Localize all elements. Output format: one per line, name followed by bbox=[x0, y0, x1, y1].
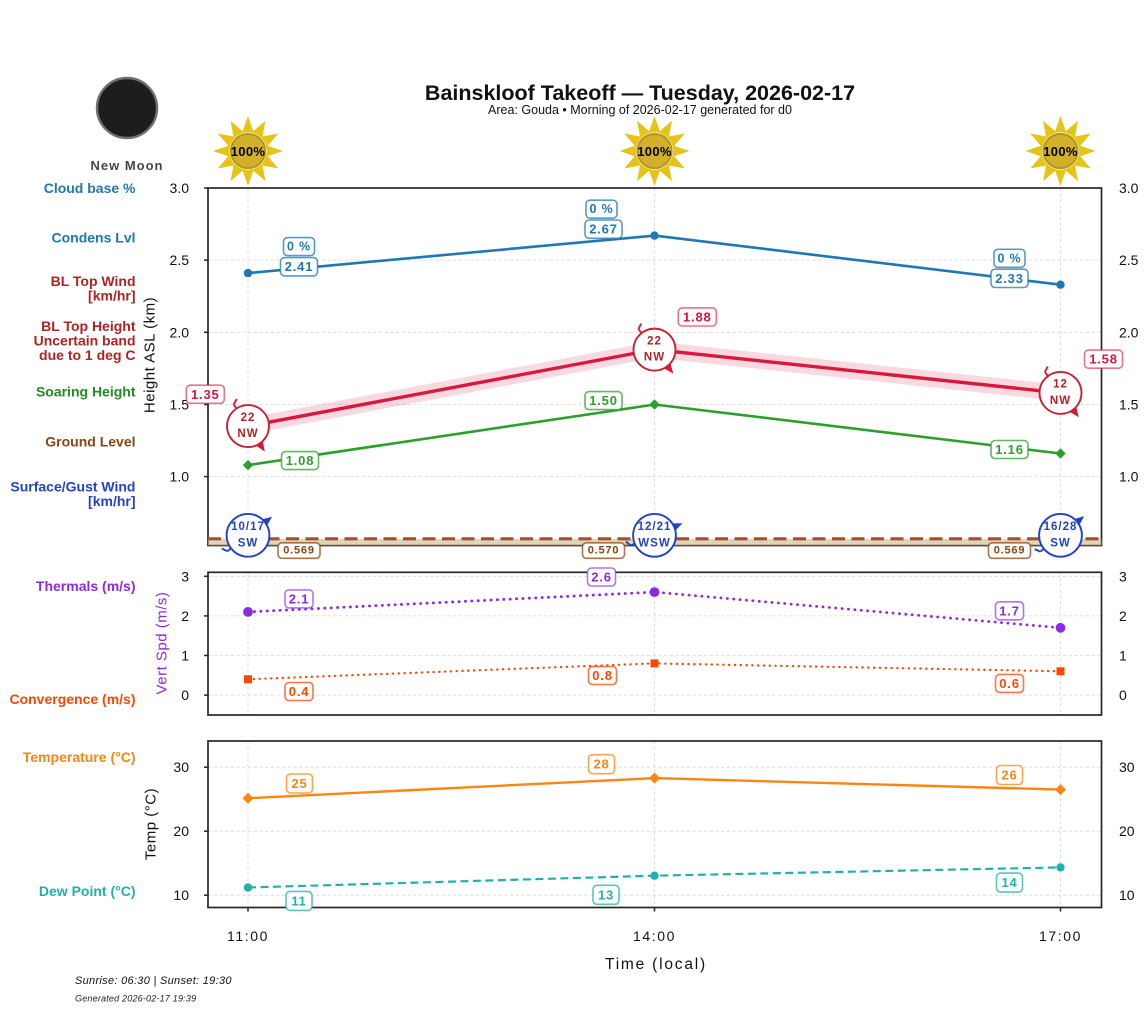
svg-text:BL Top Height: BL Top Height bbox=[41, 318, 136, 334]
svg-text:Temperature (°C): Temperature (°C) bbox=[23, 749, 136, 765]
svg-text:2: 2 bbox=[181, 608, 189, 624]
svg-text:1: 1 bbox=[181, 648, 189, 664]
svg-text:New Moon: New Moon bbox=[91, 158, 164, 173]
svg-text:[km/hr]: [km/hr] bbox=[88, 493, 135, 509]
svg-text:Time (local): Time (local) bbox=[605, 956, 707, 973]
svg-text:0 %: 0 % bbox=[287, 240, 311, 254]
svg-text:Generated 2026-02-17 19:39: Generated 2026-02-17 19:39 bbox=[75, 994, 196, 1004]
svg-text:0: 0 bbox=[1119, 687, 1127, 703]
svg-text:2.33: 2.33 bbox=[995, 271, 1024, 286]
svg-text:2.6: 2.6 bbox=[591, 570, 611, 585]
svg-text:20: 20 bbox=[173, 823, 189, 839]
svg-text:12/21: 12/21 bbox=[638, 521, 672, 533]
svg-text:100%: 100% bbox=[637, 144, 672, 159]
svg-text:Dew Point (°C): Dew Point (°C) bbox=[39, 883, 136, 899]
svg-text:14:00: 14:00 bbox=[633, 928, 676, 944]
svg-text:20: 20 bbox=[1119, 823, 1135, 839]
svg-text:NW: NW bbox=[1050, 395, 1071, 407]
svg-text:30: 30 bbox=[173, 759, 189, 775]
svg-text:1.7: 1.7 bbox=[999, 603, 1019, 618]
svg-text:26: 26 bbox=[1001, 768, 1017, 783]
svg-text:0.569: 0.569 bbox=[283, 545, 315, 557]
svg-text:0.6: 0.6 bbox=[999, 676, 1019, 691]
svg-text:10: 10 bbox=[1119, 887, 1135, 903]
svg-text:2.0: 2.0 bbox=[170, 324, 190, 340]
svg-text:3: 3 bbox=[1119, 568, 1127, 584]
svg-text:2.0: 2.0 bbox=[1119, 324, 1139, 340]
svg-text:100%: 100% bbox=[1043, 144, 1078, 159]
svg-text:100%: 100% bbox=[231, 144, 266, 159]
svg-text:13: 13 bbox=[598, 887, 614, 902]
svg-text:1.88: 1.88 bbox=[683, 310, 712, 325]
svg-text:Vert Spd (m/s): Vert Spd (m/s) bbox=[154, 592, 171, 695]
svg-text:10/17: 10/17 bbox=[231, 521, 265, 533]
svg-text:3.0: 3.0 bbox=[170, 180, 190, 196]
svg-text:0.4: 0.4 bbox=[289, 684, 309, 699]
svg-text:due to 1 deg C: due to 1 deg C bbox=[39, 347, 135, 363]
svg-text:1.5: 1.5 bbox=[170, 397, 190, 413]
svg-text:Bainskloof Takeoff — Tuesday,: Bainskloof Takeoff — Tuesday, 2026-02-17 bbox=[425, 81, 855, 105]
svg-text:1.0: 1.0 bbox=[170, 469, 190, 485]
svg-text:30: 30 bbox=[1119, 759, 1135, 775]
svg-text:1.50: 1.50 bbox=[589, 393, 618, 408]
svg-text:1.08: 1.08 bbox=[286, 453, 315, 468]
svg-text:0.569: 0.569 bbox=[994, 545, 1026, 557]
svg-text:WSW: WSW bbox=[638, 537, 670, 549]
svg-text:12: 12 bbox=[1053, 379, 1068, 391]
svg-text:1.16: 1.16 bbox=[995, 442, 1024, 457]
svg-text:Thermals (m/s): Thermals (m/s) bbox=[36, 578, 136, 594]
svg-text:11: 11 bbox=[291, 893, 306, 908]
svg-text:2.5: 2.5 bbox=[170, 252, 190, 268]
svg-text:1.58: 1.58 bbox=[1089, 352, 1118, 367]
svg-text:1.0: 1.0 bbox=[1119, 469, 1139, 485]
svg-text:SW: SW bbox=[238, 537, 259, 549]
svg-text:Uncertain band: Uncertain band bbox=[34, 333, 136, 349]
svg-text:[km/hr]: [km/hr] bbox=[88, 288, 135, 304]
svg-text:11:00: 11:00 bbox=[227, 928, 269, 944]
svg-text:Ground Level: Ground Level bbox=[45, 434, 135, 450]
svg-text:NW: NW bbox=[237, 428, 258, 440]
svg-text:10: 10 bbox=[173, 887, 189, 903]
svg-text:Convergence (m/s): Convergence (m/s) bbox=[9, 691, 135, 707]
svg-text:17:00: 17:00 bbox=[1039, 928, 1082, 944]
svg-text:2.5: 2.5 bbox=[1119, 252, 1139, 268]
svg-text:1: 1 bbox=[1119, 648, 1127, 664]
svg-text:0 %: 0 % bbox=[590, 202, 614, 216]
svg-text:16/28: 16/28 bbox=[1044, 521, 1078, 533]
svg-text:0.570: 0.570 bbox=[588, 545, 620, 557]
svg-text:28: 28 bbox=[593, 757, 609, 772]
svg-text:0 %: 0 % bbox=[998, 251, 1022, 265]
svg-text:NW: NW bbox=[644, 352, 665, 364]
svg-text:Soaring Height: Soaring Height bbox=[36, 383, 136, 399]
svg-text:22: 22 bbox=[647, 335, 662, 347]
svg-text:1.5: 1.5 bbox=[1119, 397, 1139, 413]
svg-text:Area: Gouda • Morning of 2026-: Area: Gouda • Morning of 2026-02-17 gene… bbox=[488, 103, 792, 117]
svg-text:Temp (°C): Temp (°C) bbox=[143, 788, 160, 860]
svg-text:22: 22 bbox=[241, 412, 256, 424]
svg-text:1.35: 1.35 bbox=[191, 387, 220, 402]
svg-text:0.8: 0.8 bbox=[592, 668, 612, 683]
svg-text:25: 25 bbox=[291, 776, 307, 791]
svg-text:Height ASL (km): Height ASL (km) bbox=[142, 297, 159, 413]
svg-text:BL Top Wind: BL Top Wind bbox=[51, 273, 136, 289]
svg-text:2.1: 2.1 bbox=[289, 591, 309, 606]
svg-text:Surface/Gust Wind: Surface/Gust Wind bbox=[10, 479, 135, 495]
svg-text:Condens Lvl: Condens Lvl bbox=[51, 230, 135, 246]
svg-text:3.0: 3.0 bbox=[1119, 180, 1139, 196]
svg-text:2: 2 bbox=[1119, 608, 1127, 624]
svg-text:0: 0 bbox=[181, 687, 189, 703]
svg-text:2.67: 2.67 bbox=[589, 222, 618, 237]
svg-text:3: 3 bbox=[181, 568, 189, 584]
svg-text:2.41: 2.41 bbox=[285, 259, 314, 274]
svg-text:Cloud base %: Cloud base % bbox=[44, 180, 136, 196]
svg-text:SW: SW bbox=[1050, 537, 1071, 549]
svg-text:14: 14 bbox=[1001, 875, 1017, 890]
svg-text:Sunrise: 06:30 | Sunset: 19:30: Sunrise: 06:30 | Sunset: 19:30 bbox=[75, 975, 232, 987]
